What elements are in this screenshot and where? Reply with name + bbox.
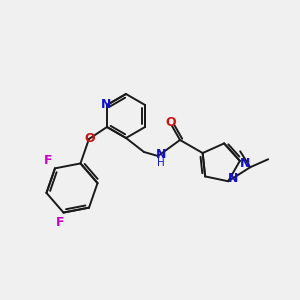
Text: N: N [156,148,166,160]
Text: N: N [101,98,111,110]
Text: F: F [56,215,64,229]
Text: H: H [157,158,165,168]
Text: F: F [44,154,53,167]
Text: N: N [228,172,238,185]
Text: O: O [85,131,95,145]
Text: N: N [240,158,250,170]
Text: O: O [166,116,176,128]
